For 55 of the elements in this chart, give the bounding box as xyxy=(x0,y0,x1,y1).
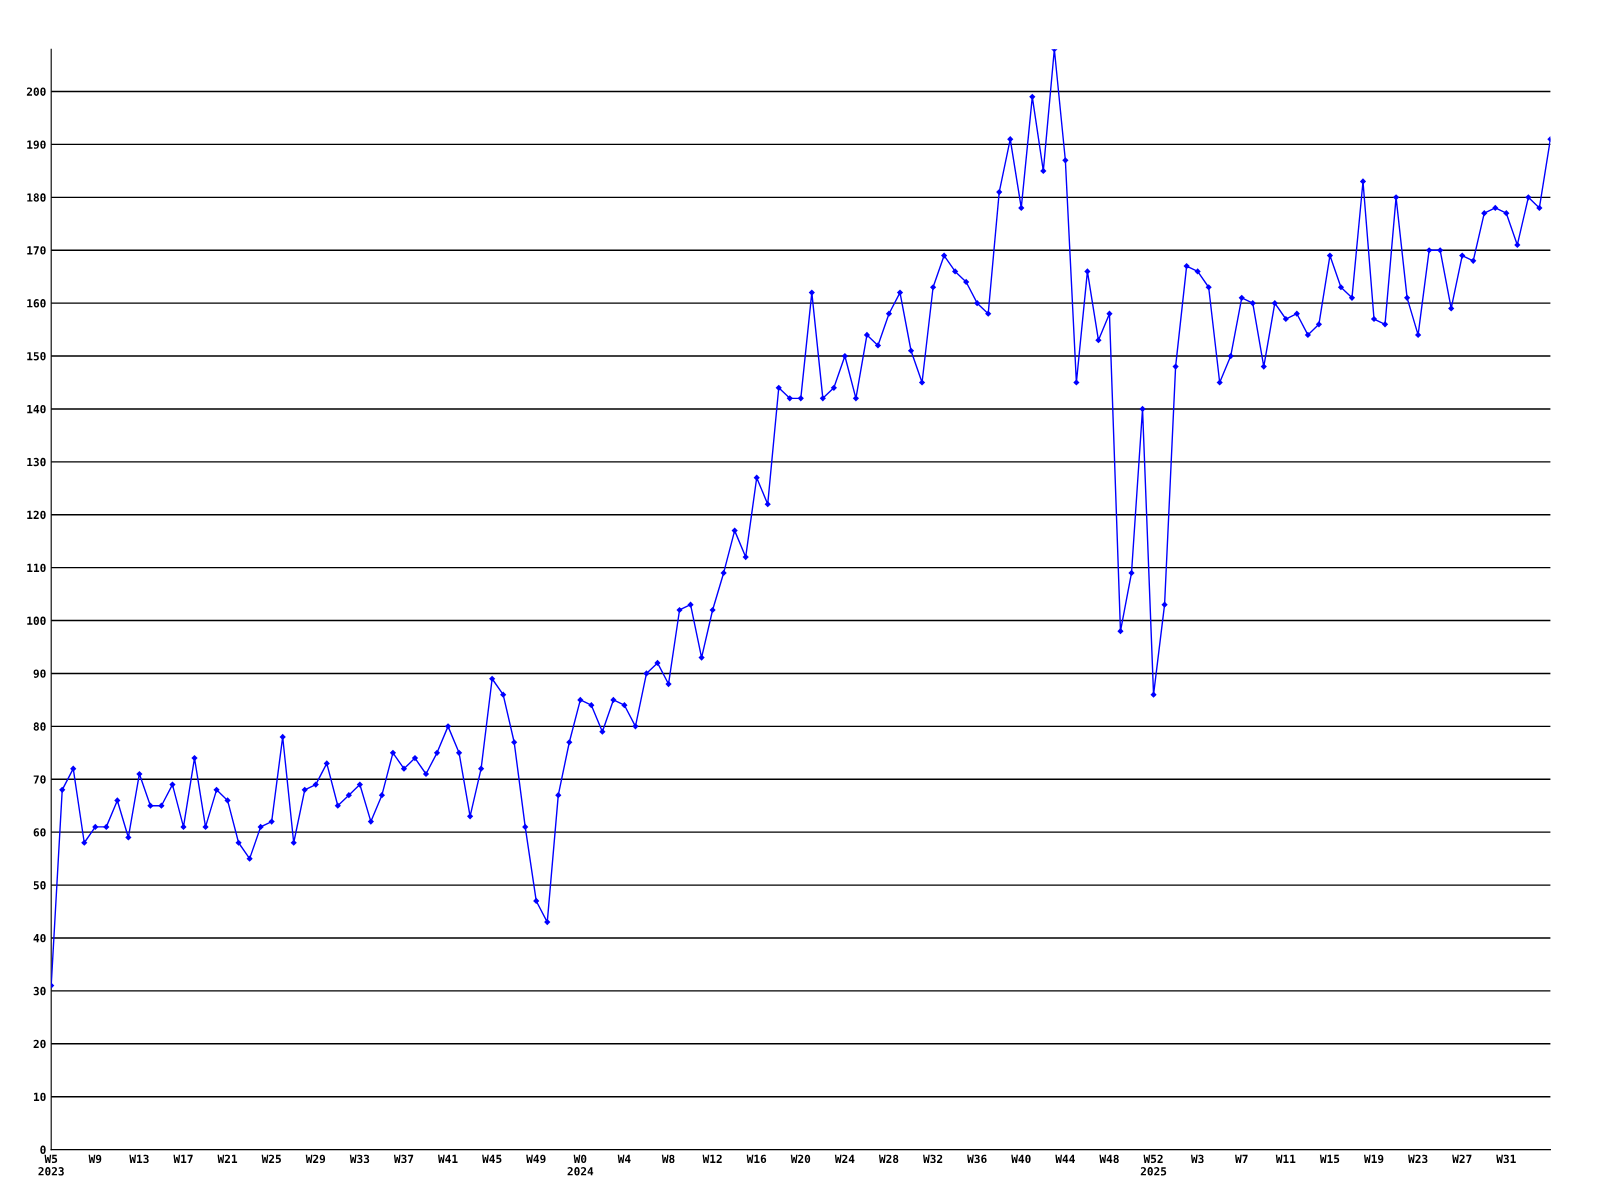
y-tick-label: 70 xyxy=(33,775,46,784)
y-tick-label: 100 xyxy=(27,616,46,625)
x-tick-label: W28 xyxy=(878,1154,899,1164)
y-tick-label: 80 xyxy=(33,722,46,731)
y-tick-label: 50 xyxy=(33,881,46,890)
y-tick-label: 60 xyxy=(33,828,46,837)
x-tick-label: W20 xyxy=(790,1154,811,1164)
y-tick-label: 150 xyxy=(27,352,46,361)
y-tick-label: 200 xyxy=(26,87,46,96)
x-tick-label: W21 xyxy=(217,1154,238,1163)
x-tick-label: W12 xyxy=(702,1154,722,1163)
y-tick-label: 190 xyxy=(27,140,46,149)
x-tick-label: W24 xyxy=(834,1154,855,1163)
x-tick-label: W19 xyxy=(1363,1154,1384,1164)
y-tick-label: 10 xyxy=(33,1092,46,1102)
x-tick-label: W49 xyxy=(526,1154,546,1164)
x-tick-label: W40 xyxy=(1011,1154,1031,1164)
y-tick-label: 170 xyxy=(27,246,46,255)
x-tick-label: W5 2023 xyxy=(38,1154,64,1176)
y-tick-label: 40 xyxy=(33,933,46,943)
x-tick-label: W4 xyxy=(617,1154,631,1163)
x-tick-label: W41 xyxy=(438,1154,458,1163)
y-tick-label: 90 xyxy=(33,669,46,678)
x-tick-label: W23 xyxy=(1408,1154,1428,1164)
y-tick-label: 110 xyxy=(27,563,46,573)
x-tick-label: W31 xyxy=(1496,1154,1516,1164)
x-tick-label: W36 xyxy=(967,1154,987,1164)
x-tick-label: W29 xyxy=(305,1154,326,1164)
x-tick-label: W8 xyxy=(661,1154,675,1164)
x-tick-label: W32 xyxy=(923,1154,943,1164)
x-tick-label: W16 xyxy=(746,1154,767,1164)
x-tick-label: W3 xyxy=(1190,1154,1204,1164)
y-tick-label: 180 xyxy=(27,193,46,202)
x-tick-label: W44 xyxy=(1055,1154,1075,1163)
y-tick-label: 30 xyxy=(33,986,46,996)
x-tick-label: W13 xyxy=(129,1154,149,1164)
x-tick-label: W33 xyxy=(349,1154,370,1164)
y-tick-label: 120 xyxy=(27,510,46,520)
x-tick-label: W0 2024 xyxy=(567,1154,594,1176)
y-tick-label: 160 xyxy=(27,299,46,308)
x-tick-label: W45 xyxy=(482,1154,502,1164)
x-tick-label: W17 xyxy=(173,1154,193,1163)
y-tick-label: 20 xyxy=(33,1039,46,1049)
x-tick-label: W37 xyxy=(393,1154,414,1164)
x-tick-label: W15 xyxy=(1319,1154,1340,1164)
y-tick-label: 140 xyxy=(27,404,46,414)
x-tick-label: W27 xyxy=(1452,1154,1472,1163)
x-tick-label: W48 xyxy=(1099,1154,1119,1164)
x-tick-label: W25 xyxy=(261,1154,281,1164)
y-tick-label: 130 xyxy=(27,457,46,467)
x-tick-label: W7 xyxy=(1235,1154,1248,1163)
x-tick-label: W52 2025 xyxy=(1140,1154,1167,1176)
y-tick-label: 0 xyxy=(40,1145,46,1154)
x-tick-label: W11 xyxy=(1275,1154,1296,1163)
x-tick-label: W9 xyxy=(88,1154,102,1164)
